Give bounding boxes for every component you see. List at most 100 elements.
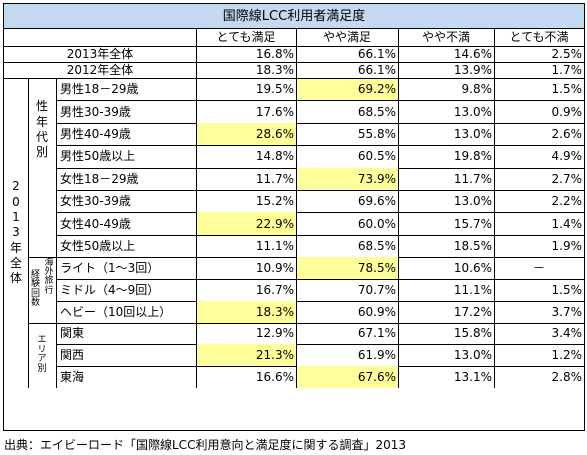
data-cell: 18.3% xyxy=(255,63,294,77)
data-cell: 19.8% xyxy=(453,149,492,164)
column-divider xyxy=(296,28,297,388)
row-label: ヘビー（10回以上） xyxy=(60,304,172,319)
data-cell: 66.1% xyxy=(357,63,396,77)
table-title: 国際線LCC利用者満足度 xyxy=(4,4,584,28)
data-cell: 4.9% xyxy=(551,149,583,164)
column-header: とても満足 xyxy=(216,30,276,44)
data-cell: 16.7% xyxy=(255,282,294,297)
row-divider xyxy=(4,62,584,63)
group-label: 経験回数 xyxy=(30,270,40,309)
row-divider xyxy=(56,122,584,124)
highlighted-data-cell: 69.2% xyxy=(296,78,398,101)
highlighted-data-cell: 21.3% xyxy=(196,344,296,367)
row-divider xyxy=(4,78,584,79)
highlighted-data-cell: 18.3% xyxy=(196,300,296,323)
data-cell: 18.5% xyxy=(453,238,492,253)
row-label: 男性18－29歳 xyxy=(60,82,139,97)
data-cell: 1.2% xyxy=(551,348,583,363)
header-divider xyxy=(4,46,584,47)
data-cell: 68.5% xyxy=(357,238,396,253)
row-label: 関東 xyxy=(60,326,85,341)
data-cell: 17.2% xyxy=(453,304,492,319)
highlighted-data-cell: 28.6% xyxy=(196,122,296,146)
data-cell: － xyxy=(532,261,545,276)
row-label: 女性30-39歳 xyxy=(60,194,131,209)
column-header: やや不満 xyxy=(421,30,470,44)
column-divider xyxy=(196,28,197,388)
data-cell: 3.7% xyxy=(551,304,583,319)
group-divider xyxy=(28,322,584,324)
row-label: 女性40-49歳 xyxy=(60,216,131,231)
group-label: エリア別 xyxy=(37,335,47,374)
source-note: 出典：エイビーロード「国際線LCC利用意向と満足度に関する調査」2013 xyxy=(4,438,406,452)
data-cell: 19.5% xyxy=(255,82,294,97)
data-cell: 13.0% xyxy=(453,194,492,209)
row-label: 女性50歳以上 xyxy=(60,238,136,253)
data-cell: 60.5% xyxy=(357,149,396,164)
data-cell: 13.0% xyxy=(453,104,492,119)
column-divider xyxy=(28,78,29,388)
column-divider xyxy=(398,28,399,388)
data-cell: 1.9% xyxy=(551,238,583,253)
data-cell: 15.8% xyxy=(453,326,492,341)
row-label: 関西 xyxy=(60,348,85,363)
data-cell: 15.7% xyxy=(453,216,492,231)
data-cell: 2.7% xyxy=(551,171,583,186)
highlighted-data-cell: 22.9% xyxy=(196,212,296,235)
data-cell: 16.6% xyxy=(255,370,294,385)
data-cell: 55.8% xyxy=(357,126,396,141)
column-header: とても不満 xyxy=(509,30,569,44)
data-cell: 9.8% xyxy=(461,82,493,97)
data-cell: 70.7% xyxy=(357,282,396,297)
row-divider xyxy=(56,100,584,102)
data-cell: 1.7% xyxy=(551,63,583,77)
row-label: ライト（1～3回） xyxy=(60,261,160,276)
data-cell: 13.0% xyxy=(453,126,492,141)
column-divider xyxy=(56,78,57,388)
data-cell: 2.2% xyxy=(551,194,583,209)
row-divider xyxy=(56,279,584,280)
data-cell: 2.8% xyxy=(551,370,583,385)
data-cell: 16.8% xyxy=(255,47,294,61)
data-cell: 11.1% xyxy=(453,282,492,297)
data-cell: 12.9% xyxy=(255,326,294,341)
data-cell: 10.6% xyxy=(453,261,492,276)
header-divider xyxy=(4,28,584,29)
row-label: 男性30-39歳 xyxy=(60,104,131,119)
row-divider xyxy=(56,212,584,214)
data-cell: 2.5% xyxy=(551,47,583,61)
column-divider xyxy=(494,28,495,388)
data-cell: 14.8% xyxy=(255,149,294,164)
row-divider xyxy=(56,145,584,147)
highlighted-data-cell: 73.9% xyxy=(296,167,398,190)
data-cell: 11.7% xyxy=(453,171,492,186)
data-cell: 60.9% xyxy=(357,304,396,319)
row-label: 東海 xyxy=(60,370,85,385)
row-divider xyxy=(56,190,584,191)
row-label: 男性40-49歳 xyxy=(60,126,131,141)
data-cell: 60.0% xyxy=(357,216,396,231)
data-cell: 17.6% xyxy=(255,104,294,119)
row-label: 男性50歳以上 xyxy=(60,149,136,164)
data-cell: 10.9% xyxy=(255,261,294,276)
row-divider xyxy=(56,234,584,236)
data-cell: 0.9% xyxy=(551,104,583,119)
data-cell: 2.6% xyxy=(551,126,583,141)
data-cell: 67.1% xyxy=(357,326,396,341)
data-cell: 66.1% xyxy=(357,47,396,61)
data-cell: 15.2% xyxy=(255,194,294,209)
group-label: 性年代別 xyxy=(35,99,48,160)
data-cell: 61.9% xyxy=(357,348,396,363)
data-cell: 13.0% xyxy=(453,348,492,363)
data-cell: 14.6% xyxy=(453,47,492,61)
row-label: 女性18－29歳 xyxy=(60,171,139,186)
data-cell: 13.9% xyxy=(453,63,492,77)
column-header: やや満足 xyxy=(322,30,371,44)
group-sublabel: 海外旅行 xyxy=(44,257,54,296)
highlighted-data-cell: 67.6% xyxy=(296,366,398,388)
data-cell: 1.5% xyxy=(551,82,583,97)
satisfaction-table: 国際線LCC利用者満足度 とても満足 やや満足 やや不満 とても不満 2013年全体 16.… xyxy=(3,3,585,431)
data-cell: 11.7% xyxy=(255,171,294,186)
data-cell: 13.1% xyxy=(453,370,492,385)
data-cell: 11.1% xyxy=(255,238,294,253)
